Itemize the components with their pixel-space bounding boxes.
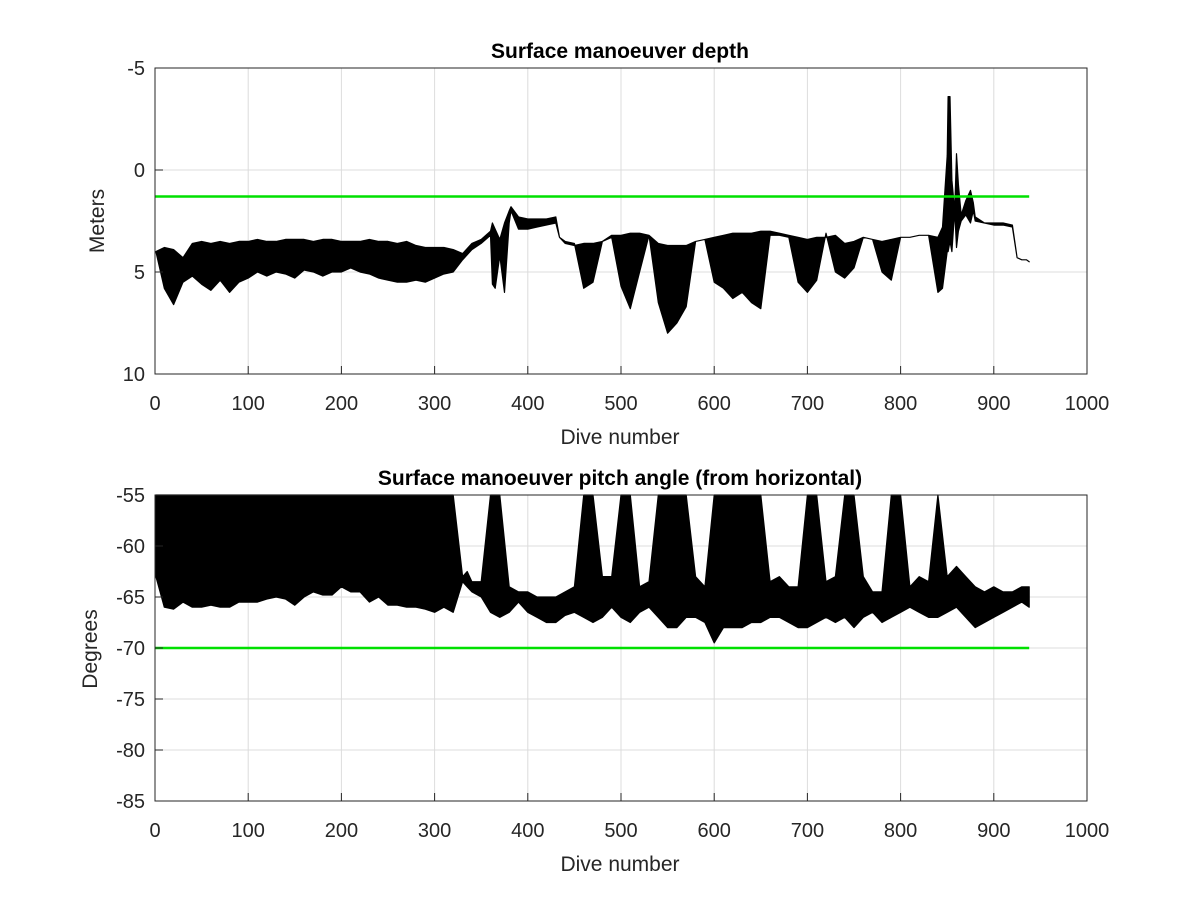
pitch-x-axis-label: Dive number: [560, 853, 679, 876]
depth-y-tick-label: 5: [134, 262, 145, 284]
depth-x-tick-label: 1000: [1065, 393, 1110, 415]
depth-y-axis-label: Meters: [86, 189, 109, 253]
depth-x-tick-label: 600: [698, 393, 731, 415]
pitch-x-tick-label: 600: [698, 820, 731, 842]
pitch-x-tick-label: 200: [325, 820, 358, 842]
pitch-x-tick-label: 400: [511, 820, 544, 842]
depth-x-tick-label: 500: [604, 393, 637, 415]
depth-x-tick-label: 800: [884, 393, 917, 415]
depth-x-axis-label: Dive number: [560, 426, 679, 449]
depth-x-tick-label: 0: [149, 393, 160, 415]
pitch-x-tick-label: 500: [604, 820, 637, 842]
pitch-y-tick-label: -70: [116, 638, 145, 660]
pitch-y-axis-label: Degrees: [79, 609, 102, 688]
depth-series-0-envelope: [155, 95, 1030, 334]
pitch-x-tick-label: 100: [232, 820, 265, 842]
depth-x-tick-label: 400: [511, 393, 544, 415]
pitch-x-tick-label: 1000: [1065, 820, 1110, 842]
pitch-x-tick-label: 900: [977, 820, 1010, 842]
pitch-y-tick-label: -65: [116, 587, 145, 609]
depth-x-tick-label: 900: [977, 393, 1010, 415]
depth-y-tick-label: 10: [123, 364, 145, 386]
pitch-y-tick-label: -80: [116, 740, 145, 762]
depth-x-tick-label: 200: [325, 393, 358, 415]
pitch-chart-title: Surface manoeuver pitch angle (from hori…: [378, 467, 862, 490]
depth-x-tick-label: 300: [418, 393, 451, 415]
pitch-series-0-envelope: [155, 494, 1030, 644]
pitch-y-tick-label: -75: [116, 689, 145, 711]
depth-axes: Surface manoeuver depth 0 100 200 300 400 500…: [86, 40, 1109, 449]
pitch-x-tick-label: 700: [791, 820, 824, 842]
pitch-y-tick-label: -85: [116, 791, 145, 813]
pitch-x-tick-label: 800: [884, 820, 917, 842]
depth-x-tick-label: 700: [791, 393, 824, 415]
depth-x-tick-label: 100: [232, 393, 265, 415]
depth-chart-title: Surface manoeuver depth: [491, 40, 749, 63]
pitch-x-tick-label: 0: [149, 820, 160, 842]
pitch-y-tick-label: -55: [116, 485, 145, 507]
depth-y-tick-label: 0: [134, 160, 145, 182]
depth-y-tick-label: -5: [127, 58, 145, 80]
pitch-axes: Surface manoeuver pitch angle (from hori…: [79, 467, 1109, 876]
pitch-y-tick-label: -60: [116, 536, 145, 558]
pitch-x-tick-label: 300: [418, 820, 451, 842]
